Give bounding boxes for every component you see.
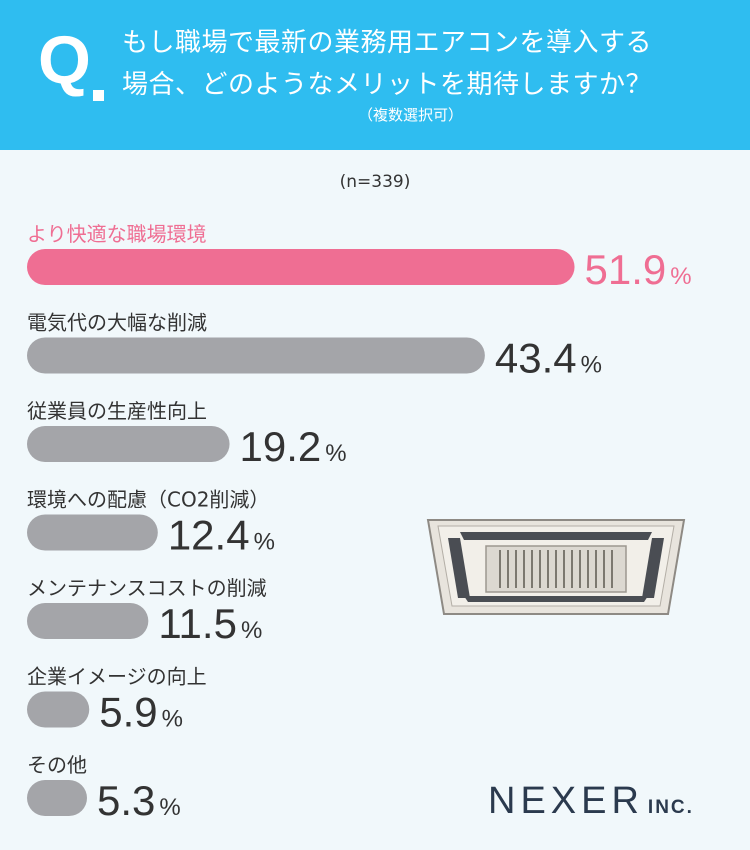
value-label: 11.5% [158, 600, 262, 647]
bar [27, 691, 90, 728]
category-label: その他 [27, 753, 87, 777]
ceiling-air-conditioner-icon [420, 512, 692, 626]
logo-suffix: INC. [647, 797, 694, 818]
question-header: Q もし職場で最新の業務用エアコンを導入する 場合、どのようなメリットを期待しま… [0, 0, 750, 150]
value-label: 51.9% [585, 246, 692, 293]
q-dot [93, 90, 104, 101]
category-label: 電気代の大幅な削減 [27, 311, 207, 335]
category-label: メンテナンスコストの削減 [27, 576, 267, 600]
question-line-1: もし職場で最新の業務用エアコンを導入する [122, 28, 653, 58]
sample-size: (n=339) [339, 172, 411, 192]
question-text: もし職場で最新の業務用エアコンを導入する 場合、どのようなメリットを期待しますか… [122, 22, 722, 106]
category-label: 従業員の生産性向上 [27, 399, 207, 423]
value-label: 12.4% [168, 512, 275, 559]
value-label: 43.4% [495, 335, 602, 382]
logo-name: NEXER [488, 780, 644, 822]
bar [27, 780, 87, 816]
question-line-2: 場合、どのようなメリットを期待しますか？ [122, 70, 653, 100]
category-label: 環境への配慮（CO2削減） [27, 488, 269, 512]
bar [27, 337, 485, 374]
question-note: （複数選択可） [358, 106, 464, 124]
value-label: 19.2% [240, 423, 347, 470]
category-label: 企業イメージの向上 [27, 665, 207, 689]
category-label: より快適な職場環境 [27, 222, 207, 246]
bar [27, 426, 230, 462]
value-label: 5.3% [97, 777, 181, 824]
bar [27, 514, 158, 551]
q-mark: Q [38, 22, 91, 98]
bar [27, 249, 575, 285]
value-label: 5.9% [99, 689, 183, 736]
nexer-logo: NEXER INC. [488, 780, 694, 823]
bar [27, 603, 149, 639]
